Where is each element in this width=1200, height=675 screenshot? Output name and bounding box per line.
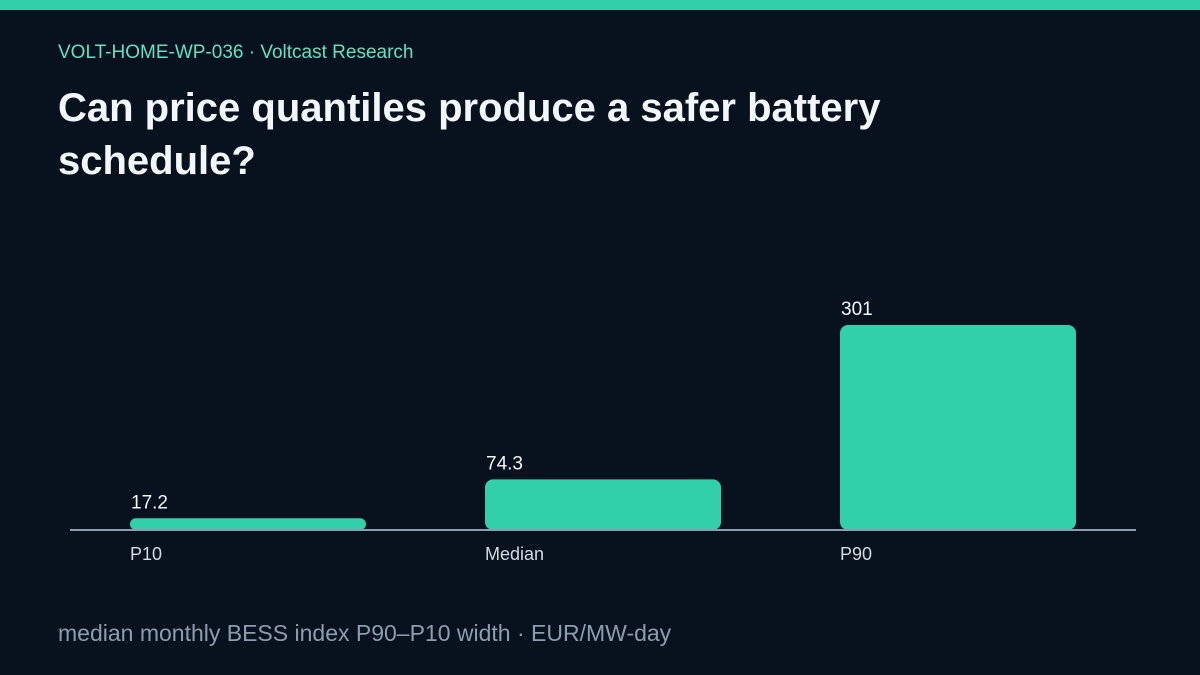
report-eyebrow: VOLT-HOME-WP-036 · Voltcast Research xyxy=(58,42,414,63)
bars-layer: 17.2 P10 74.3 Median 301 P90 xyxy=(130,299,1076,564)
category-label-p10: P10 xyxy=(130,544,162,564)
bar-p10 xyxy=(130,518,366,530)
page-title: Can price quantiles produce a safer batt… xyxy=(58,86,881,183)
top-accent-bar xyxy=(0,0,1200,10)
chart-caption: median monthly BESS index P90–P10 width … xyxy=(58,620,672,646)
category-label-median: Median xyxy=(485,544,544,564)
data-label-median: 74.3 xyxy=(486,453,523,474)
bar-median xyxy=(485,479,721,530)
data-label-p90: 301 xyxy=(841,299,873,320)
data-label-p10: 17.2 xyxy=(131,492,168,513)
bar-p90 xyxy=(840,325,1076,530)
category-label-p90: P90 xyxy=(840,544,872,564)
